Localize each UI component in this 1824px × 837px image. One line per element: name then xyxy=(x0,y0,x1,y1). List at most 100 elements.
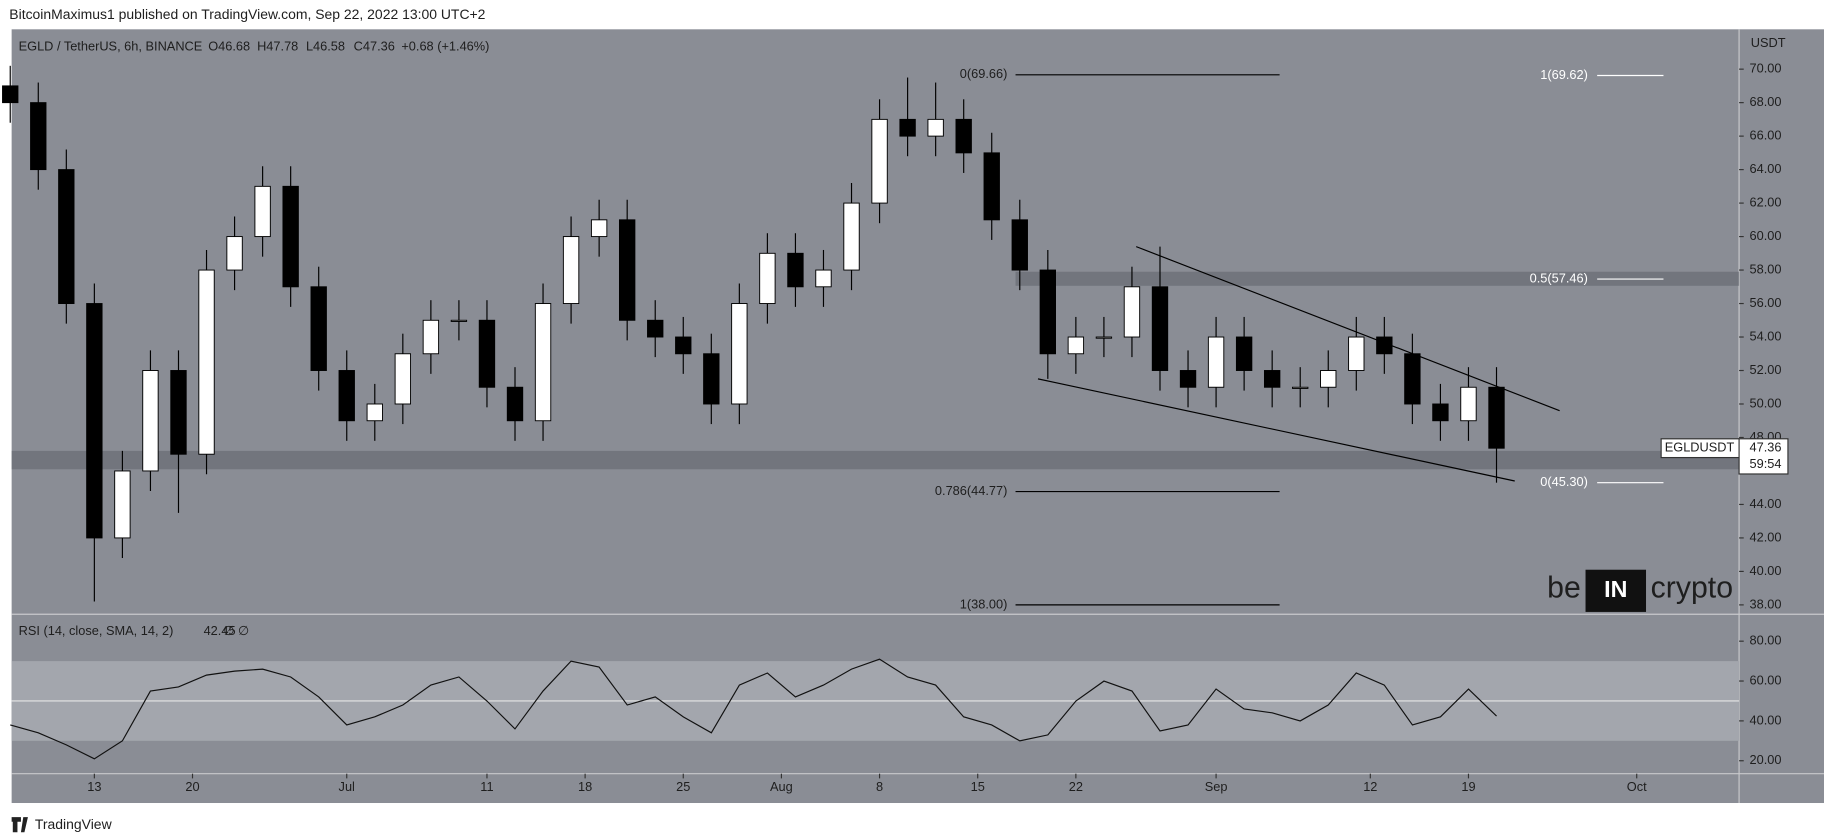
x-tick-label: Jul xyxy=(339,779,355,794)
x-tick-label: 15 xyxy=(971,779,985,794)
zone xyxy=(1015,271,1740,286)
fib-label: 0.5(57.46) xyxy=(1530,270,1588,285)
x-tick-label: 19 xyxy=(1461,779,1475,794)
y-tick-label: 40.00 xyxy=(1750,712,1782,727)
candle-body xyxy=(1488,386,1505,449)
candle-body xyxy=(927,118,944,137)
y-tick-label: 52.00 xyxy=(1750,362,1782,377)
zone xyxy=(11,450,1740,470)
legend-value: L46.58 xyxy=(306,38,345,53)
x-tick-label: 8 xyxy=(876,779,883,794)
y-tick-label: 40.00 xyxy=(1750,563,1782,578)
price-tag xyxy=(1738,438,1789,475)
candle-body xyxy=(1348,336,1365,371)
y-tick-label: 70.00 xyxy=(1750,61,1782,76)
candle-body xyxy=(282,185,299,288)
x-tick-label: 22 xyxy=(1069,779,1083,794)
chart-title: EGLD / TetherUS, 6h, BINANCE xyxy=(19,38,203,53)
candle-body xyxy=(534,303,552,422)
y-tick-label: 80.00 xyxy=(1750,633,1782,648)
y-tick-label: 44.00 xyxy=(1750,496,1782,511)
footer-logo xyxy=(11,817,28,833)
candle-body xyxy=(1067,336,1085,355)
y-tick-label: 60.00 xyxy=(1750,672,1782,687)
fib-label: 1(38.00) xyxy=(960,596,1008,611)
candle-body xyxy=(1235,336,1253,371)
candle-body xyxy=(1039,269,1056,355)
candle-body xyxy=(254,185,271,238)
candle-body xyxy=(1095,336,1113,339)
candle-body xyxy=(759,252,776,305)
candle-body xyxy=(338,370,355,422)
watermark: be xyxy=(1547,572,1581,605)
candle-body xyxy=(871,118,888,204)
candle-body xyxy=(170,370,187,455)
candle-body xyxy=(114,470,131,539)
y-tick-label: 42.00 xyxy=(1750,529,1782,544)
y-tick-label: 20.00 xyxy=(1750,752,1782,767)
candle-body xyxy=(955,118,972,154)
candle-body xyxy=(1404,353,1421,405)
trendline xyxy=(1037,378,1515,482)
legend-value: H47.78 xyxy=(257,38,298,53)
candle-body xyxy=(506,386,524,422)
x-tick-label: 13 xyxy=(87,779,101,794)
candle-body xyxy=(675,336,692,355)
y-tick-label: 68.00 xyxy=(1750,94,1782,109)
x-tick-label: 20 xyxy=(185,779,199,794)
candle-body xyxy=(1151,286,1169,371)
candle-body xyxy=(899,118,916,137)
y-tick-label: 66.00 xyxy=(1750,127,1782,142)
publisher: BitcoinMaximus1 published on TradingView… xyxy=(9,6,485,22)
fib-label: 0(69.66) xyxy=(960,66,1008,81)
candle-body xyxy=(366,403,383,422)
y-tick-label: 56.00 xyxy=(1750,295,1782,310)
candle-body xyxy=(703,353,720,405)
watermark: crypto xyxy=(1651,572,1733,605)
x-tick-label: Oct xyxy=(1627,779,1647,794)
y-axis-label: USDT xyxy=(1751,35,1786,50)
candle-body xyxy=(310,286,327,371)
candle-body xyxy=(1320,370,1337,388)
y-tick-label: 60.00 xyxy=(1750,228,1782,243)
indicator-extra: ∅ ∅ xyxy=(223,623,249,638)
candle-body xyxy=(1460,386,1477,422)
candle-body xyxy=(1432,403,1449,422)
indicator-value: 42.45 xyxy=(204,623,236,638)
candle-body xyxy=(1263,370,1281,388)
candle-body xyxy=(590,219,608,238)
y-tick-label: 38.00 xyxy=(1750,596,1782,611)
y-tick-label: 50.00 xyxy=(1750,395,1782,410)
candle-body xyxy=(198,269,215,455)
watermark-box xyxy=(1585,569,1647,612)
x-tick-label: Aug xyxy=(770,779,793,794)
footer: TradingView xyxy=(35,816,113,832)
candle-body xyxy=(618,219,636,321)
price-tag-countdown: 59:54 xyxy=(1750,456,1782,471)
candle-body xyxy=(450,319,468,322)
candle-body xyxy=(647,319,664,338)
candle-body xyxy=(815,269,832,288)
y-tick-label: 64.00 xyxy=(1750,161,1782,176)
y-tick-label: 58.00 xyxy=(1750,261,1782,276)
y-tick-label: 54.00 xyxy=(1750,328,1782,343)
watermark: IN xyxy=(1604,576,1627,602)
candle-body xyxy=(394,353,412,405)
x-tick-label: 18 xyxy=(578,779,592,794)
candle-body xyxy=(843,202,860,271)
candle-body xyxy=(562,236,580,305)
x-tick-label: 25 xyxy=(676,779,690,794)
candle-body xyxy=(142,370,159,472)
candle-body xyxy=(226,236,243,271)
candle-body xyxy=(1207,336,1225,388)
trendline xyxy=(1135,246,1560,412)
fib-label: 0.786(44.77) xyxy=(935,483,1007,498)
candle-body xyxy=(58,169,75,305)
candle-body xyxy=(30,102,47,171)
x-tick-label: 12 xyxy=(1363,779,1377,794)
candle-body xyxy=(731,303,748,405)
candle-body xyxy=(86,303,103,539)
rsi-line xyxy=(10,658,1497,760)
candle-body xyxy=(787,252,804,288)
